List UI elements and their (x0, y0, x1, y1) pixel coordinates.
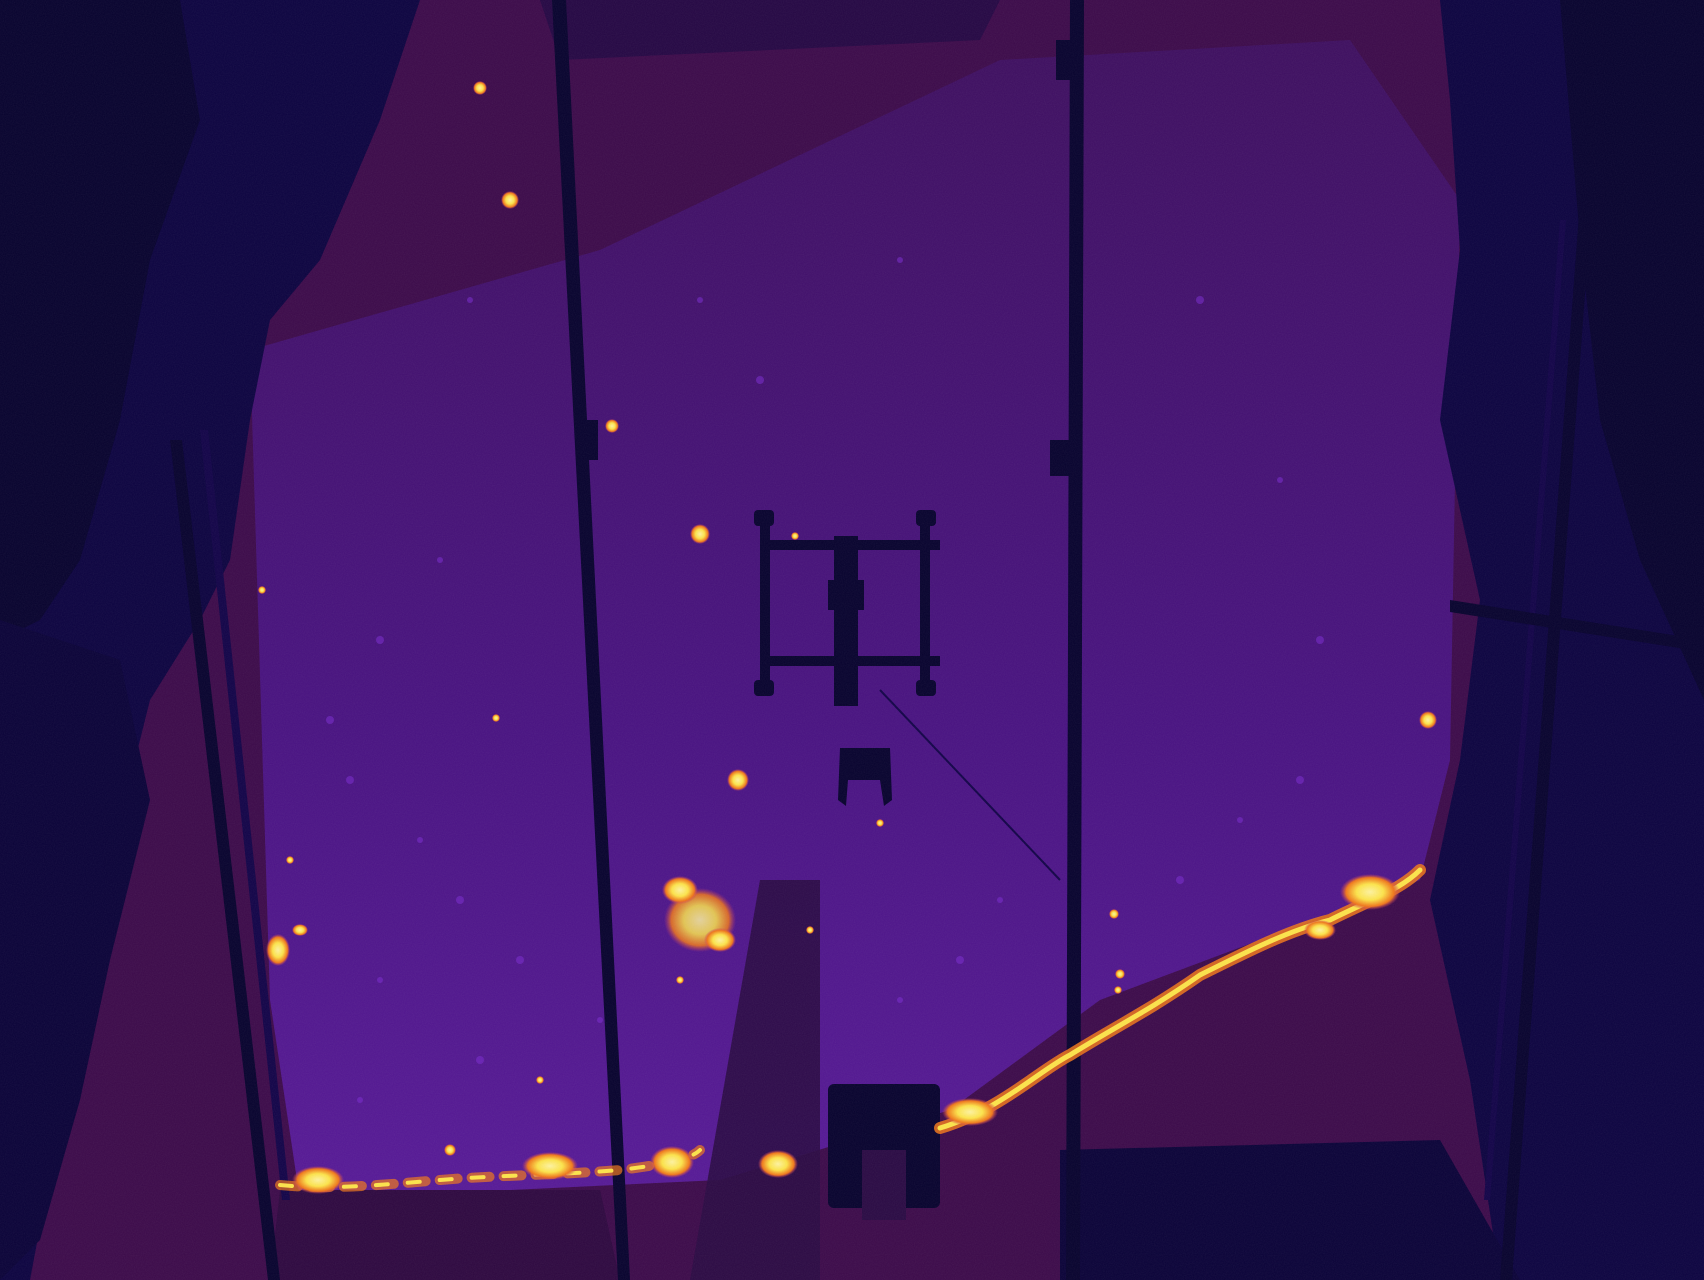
dark-left-lower-patch (0, 620, 150, 1280)
drone-mast-silhouette (828, 748, 940, 1220)
pole-right-clamp-2 (1050, 440, 1080, 476)
dark-bottom-left-band (270, 1190, 620, 1280)
diagonal-rail-right (1500, 200, 1592, 1280)
guide-wire (879, 689, 1061, 881)
pole-right-clamp (1056, 40, 1082, 80)
dark-left-patch (0, 0, 200, 640)
pole-left-clamp (576, 420, 598, 460)
diagonal-rails (170, 440, 280, 1280)
ground-speckles (326, 257, 1324, 1103)
dark-top-patch (540, 0, 1000, 60)
vertical-pole-right (1066, 0, 1084, 1280)
mast-shadow (690, 880, 820, 1280)
dark-right-patch (1560, 0, 1704, 700)
diagonal-bar-right (1450, 600, 1704, 652)
dark-bottom-right-band (1060, 1140, 1520, 1280)
vertical-pole-left (552, 0, 630, 1280)
hot-blobs (258, 81, 1437, 1194)
diagonal-rail-right-2 (1484, 220, 1566, 1200)
diagonal-rail-2 (200, 430, 290, 1200)
drone-frame-silhouette (754, 510, 940, 706)
